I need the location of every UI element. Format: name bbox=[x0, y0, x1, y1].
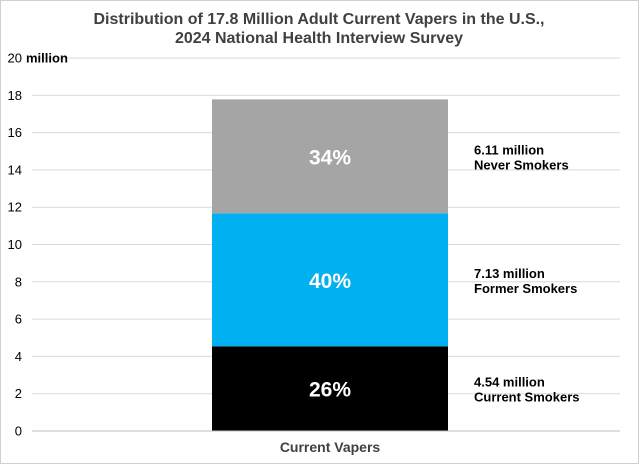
segment-percent-label: 34% bbox=[309, 146, 351, 169]
segment-group-label: Former Smokers bbox=[474, 281, 577, 296]
y-tick-label: 16 bbox=[8, 125, 22, 140]
category-label: Current Vapers bbox=[280, 439, 381, 455]
bar-segment-never-smokers bbox=[212, 99, 448, 214]
y-tick-label: 18 bbox=[8, 88, 22, 103]
segment-group-label: Never Smokers bbox=[474, 157, 569, 172]
bar-stack bbox=[212, 99, 448, 431]
chart-title: Distribution of 17.8 Million Adult Curre… bbox=[94, 11, 545, 28]
y-tick-label: 4 bbox=[15, 349, 22, 364]
y-tick-label: 2 bbox=[15, 386, 22, 401]
segment-group-label: Current Smokers bbox=[474, 390, 579, 405]
y-tick-label: 10 bbox=[8, 237, 22, 252]
chart-subtitle: 2024 National Health Interview Survey bbox=[175, 30, 463, 47]
bar-segment-former-smokers bbox=[212, 213, 448, 347]
y-tick-label: 0 bbox=[15, 424, 22, 439]
y-unit-label: million bbox=[26, 51, 68, 66]
segment-percent-label: 40% bbox=[309, 270, 351, 293]
y-tick-label: 8 bbox=[15, 274, 22, 289]
bar-segment-current-smokers bbox=[212, 346, 448, 431]
segment-percent-label: 26% bbox=[309, 379, 351, 402]
y-tick-label: 12 bbox=[8, 200, 22, 215]
segment-value-label: 4.54 million bbox=[474, 375, 545, 390]
segment-value-label: 7.13 million bbox=[474, 266, 545, 281]
y-tick-label: 14 bbox=[8, 162, 22, 177]
segment-value-label: 6.11 million bbox=[474, 142, 544, 157]
y-tick-label: 6 bbox=[15, 312, 22, 327]
y-tick-label: 20 bbox=[8, 51, 22, 66]
